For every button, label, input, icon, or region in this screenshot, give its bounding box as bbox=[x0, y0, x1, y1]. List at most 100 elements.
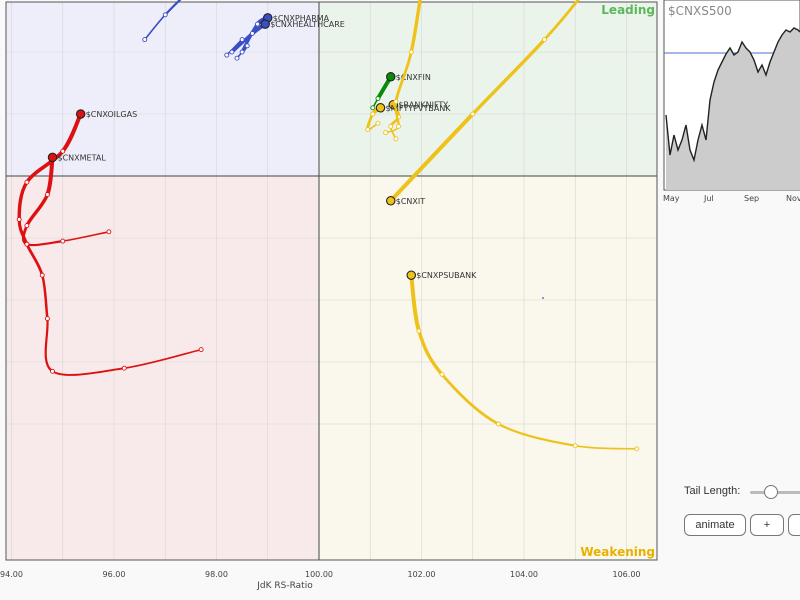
tail-point bbox=[370, 105, 376, 111]
series-layer: $CNXREALTY$CNXCONSUMERDURABLES$CNXPHARMA… bbox=[16, 0, 640, 452]
quadrant-label-weakening: Weakening bbox=[580, 545, 655, 559]
tail-segment bbox=[25, 149, 65, 185]
tail-point bbox=[375, 120, 381, 126]
series-cnxpharma: $CNXPHARMA bbox=[234, 13, 330, 61]
tail-point bbox=[239, 37, 245, 43]
series-label: $CNXIT bbox=[396, 197, 426, 206]
tail-point bbox=[24, 223, 30, 229]
tail-point bbox=[365, 127, 371, 132]
mini-price-chart: $CNXS500 May Jul Sep Nov bbox=[663, 0, 800, 203]
tail-point bbox=[416, 328, 422, 334]
zoom-out-button[interactable]: - bbox=[788, 514, 800, 536]
tail-point bbox=[634, 446, 640, 452]
tail-segment bbox=[51, 367, 126, 376]
series-cnxauto: $CNXAUTO bbox=[383, 0, 422, 136]
x-tick-label: 98.00 bbox=[205, 570, 228, 579]
tail-point bbox=[224, 52, 230, 58]
quadrant-weakening bbox=[319, 176, 657, 560]
tail-point bbox=[393, 99, 399, 105]
mini-price-line bbox=[665, 27, 800, 163]
tail-point bbox=[24, 179, 30, 185]
mini-chart-title: $CNXS500 bbox=[668, 4, 732, 18]
tail-segment bbox=[41, 273, 49, 320]
series-cnxpsubank: $CNXPSUBANK bbox=[406, 270, 640, 452]
quadrant-lagging bbox=[6, 176, 319, 560]
tail-point bbox=[383, 130, 389, 136]
tail-point bbox=[244, 43, 250, 49]
stray-dot bbox=[542, 297, 544, 299]
tail-point bbox=[249, 30, 255, 36]
series-cnxmetal: $CNXMETAL bbox=[21, 152, 112, 247]
tail-point bbox=[162, 12, 168, 18]
tail-point bbox=[542, 37, 547, 43]
series-label: $CNXPSUBANK bbox=[416, 271, 477, 280]
tail-segment bbox=[17, 180, 29, 222]
head-point bbox=[385, 72, 396, 82]
tail-segment bbox=[574, 444, 638, 450]
series-label: $BANKNIFTY bbox=[398, 101, 448, 110]
animate-button[interactable]: animate bbox=[684, 514, 746, 536]
tail-point bbox=[439, 371, 445, 377]
series-label: $NIFTYPVTBANK bbox=[386, 104, 452, 113]
x-tick-label: 100.00 bbox=[305, 570, 333, 579]
x-axis-label: JdK RS-Ratio bbox=[256, 581, 313, 591]
mini-x-label-may: May bbox=[663, 194, 680, 203]
tail-segment bbox=[440, 373, 500, 426]
x-tick-label: 94.00 bbox=[0, 570, 23, 579]
tail-segment bbox=[61, 231, 110, 242]
tail-point bbox=[198, 347, 204, 353]
grid-lines bbox=[6, 2, 657, 560]
x-tick-label: 102.00 bbox=[408, 570, 436, 579]
zoom-in-button[interactable]: + bbox=[750, 514, 784, 536]
series-cnxhealthcare: $CNXHEALTHCARE bbox=[224, 19, 345, 58]
mini-x-label-jul: Jul bbox=[703, 194, 714, 203]
series-label: $CNXMETAL bbox=[58, 153, 107, 162]
tail-segment bbox=[44, 317, 54, 373]
tail-point bbox=[60, 148, 66, 154]
series-label: $CNXHEALTHCARE bbox=[270, 20, 345, 29]
tail-segment bbox=[497, 422, 577, 447]
tail-point bbox=[393, 136, 399, 142]
quadrant-improving bbox=[6, 2, 319, 176]
tail-point bbox=[388, 123, 394, 129]
tail-point bbox=[121, 365, 127, 371]
series-label: $CNXFIN bbox=[396, 73, 431, 82]
mini-x-label-sep: Sep bbox=[744, 194, 759, 203]
series-cnxfin: $CNXFIN bbox=[370, 72, 431, 111]
series-cnxconsumerdurables: $CNXCONSUMERDURABLES bbox=[142, 0, 182, 43]
rrg-chart: 94.00 96.00 98.00 100.00 102.00 104.00 106.00 … bbox=[0, 0, 658, 591]
tail-segment bbox=[409, 0, 422, 54]
mini-x-label-nov: Nov bbox=[786, 194, 800, 203]
tail-point bbox=[408, 49, 414, 55]
tail-segment bbox=[471, 37, 547, 116]
series-cnxit: $CNXIT bbox=[385, 0, 580, 206]
tail-point bbox=[375, 96, 381, 101]
quadrant-label-leading: Leading bbox=[601, 3, 655, 17]
tail-point bbox=[16, 216, 22, 222]
head-point bbox=[375, 103, 386, 113]
tail-point bbox=[470, 111, 476, 117]
series-label: $CNXPHARMA bbox=[273, 14, 330, 23]
tail-segment bbox=[123, 348, 202, 369]
tail-point bbox=[44, 316, 50, 322]
controls-panel: Tail Length: animate + - bbox=[660, 478, 800, 600]
tail-length-label: Tail Length: bbox=[684, 485, 741, 497]
tail-point bbox=[395, 123, 401, 129]
tail-point bbox=[370, 111, 376, 117]
head-point bbox=[406, 270, 416, 280]
tail-point bbox=[142, 37, 148, 43]
tail-point bbox=[234, 55, 240, 61]
head-point bbox=[260, 19, 270, 29]
tail-point bbox=[239, 49, 245, 55]
tail-segment bbox=[543, 0, 580, 41]
tail-point bbox=[44, 192, 50, 198]
tail-length-slider-thumb[interactable] bbox=[764, 485, 778, 499]
tail-segment bbox=[394, 50, 413, 103]
plot-border bbox=[5, 1, 658, 561]
tail-point bbox=[106, 229, 112, 235]
x-axis-ticks: 94.00 96.00 98.00 100.00 102.00 104.00 106.00 bbox=[0, 570, 640, 579]
x-tick-label: 104.00 bbox=[510, 570, 538, 579]
tail-point bbox=[39, 272, 45, 278]
tail-point bbox=[229, 49, 235, 55]
tail-point bbox=[60, 238, 66, 244]
